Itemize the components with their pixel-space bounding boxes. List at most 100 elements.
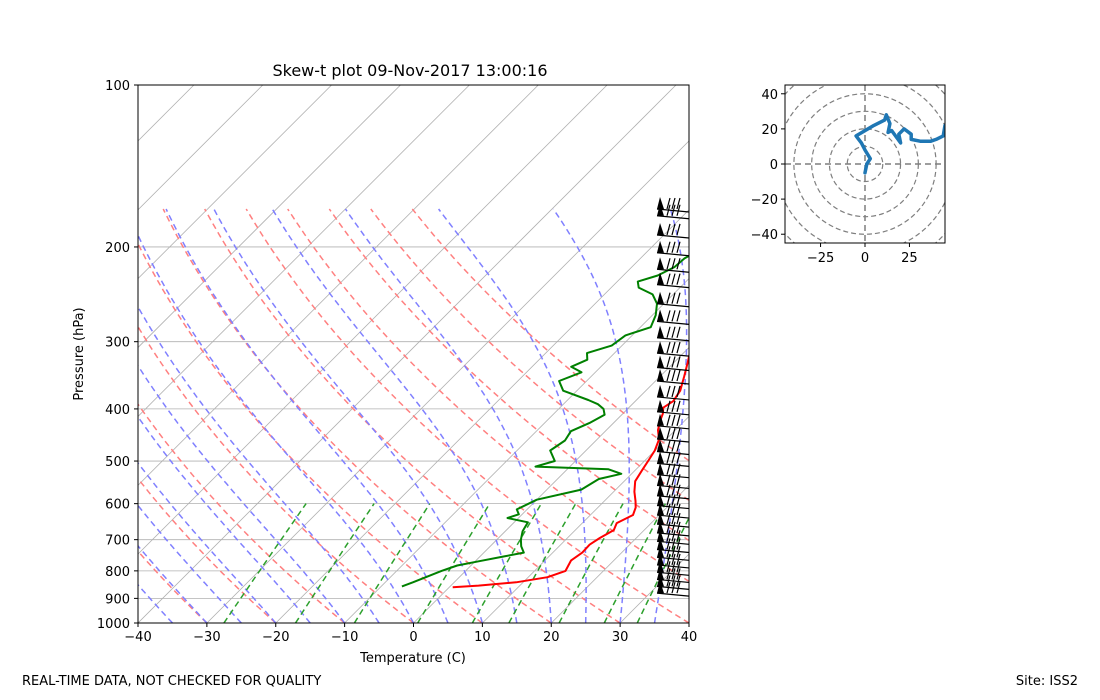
- wind-barb-staff: [656, 450, 690, 456]
- isotherm-gridline: [413, 346, 689, 623]
- wind-barb-pennant: [657, 413, 664, 426]
- wind-barb-feather: [666, 581, 671, 594]
- y-tick-label: 800: [105, 565, 130, 580]
- wind-barb-staff: [656, 523, 690, 528]
- wind-barb-staff: [656, 396, 690, 401]
- wind-barb: [656, 503, 690, 519]
- hodo-y-tick-label: −40: [751, 228, 778, 243]
- wind-barb-pennant: [657, 545, 664, 558]
- isotherm-gridline: [619, 553, 689, 623]
- isotherm-gridline: [138, 85, 539, 486]
- dry-adiabat-line: [411, 208, 689, 462]
- wind-barb-feather: [671, 463, 676, 475]
- wind-barb-staff: [656, 504, 690, 510]
- hodo-y-tick-label: 20: [761, 123, 778, 138]
- wind-barb-feather: [666, 326, 671, 338]
- wind-barb-feather: [671, 553, 676, 566]
- wind-barb-feather: [671, 223, 676, 236]
- wind-barb: [656, 581, 690, 597]
- wind-barb-feather: [671, 452, 676, 464]
- moist-adiabat-line: [438, 208, 587, 623]
- mixing-ratio-line: [417, 503, 491, 623]
- wind-barb-feather: [676, 197, 681, 210]
- wind-barb-staff: [656, 592, 690, 597]
- wind-barb-feather: [666, 553, 671, 566]
- wind-barb-feather: [666, 561, 671, 573]
- wind-barb-feather: [671, 512, 676, 525]
- x-axis-label: Temperature (C): [359, 651, 466, 666]
- hodo-y-tick-label: 40: [761, 88, 778, 103]
- wind-barbs: [656, 196, 690, 597]
- wind-barb-feather: [671, 538, 676, 550]
- wind-barb-pennant: [657, 325, 664, 338]
- wind-barb-pennant: [657, 520, 664, 533]
- y-tick-label: 900: [105, 592, 130, 607]
- wind-barb-feather: [671, 341, 676, 354]
- wind-barb-pennant: [657, 222, 664, 235]
- isotherm-gridline: [138, 85, 195, 142]
- wind-barb-feather: [666, 414, 671, 426]
- wind-barb-feather: [676, 223, 681, 236]
- hodo-x-tick-label: 0: [861, 251, 869, 266]
- isotherm-gridline: [138, 85, 677, 623]
- dewpoint-profile-line: [401, 254, 689, 588]
- wind-barb-staff: [656, 380, 690, 385]
- wind-barb-feather: [666, 484, 671, 496]
- wind-barb-feather: [666, 273, 671, 285]
- wind-barb-feather: [676, 575, 681, 587]
- wind-barb-pennant: [657, 581, 664, 594]
- wind-barb-feather: [671, 568, 676, 580]
- wind-barb-feather: [666, 568, 671, 580]
- wind-barb-feather: [666, 197, 671, 210]
- isotherm-gridline: [138, 85, 470, 417]
- wind-barb: [656, 512, 690, 528]
- wind-barb-feather: [666, 463, 671, 475]
- wind-barb-pennant: [657, 483, 664, 496]
- wind-barb-feather: [676, 273, 681, 285]
- isotherm-gridline: [758, 85, 1100, 623]
- wind-barb: [656, 399, 690, 416]
- moist-adiabat-line: [138, 544, 208, 623]
- mixing-ratio-line: [636, 516, 689, 623]
- x-tick-label: −10: [331, 630, 358, 645]
- wind-barb-feather: [671, 204, 676, 216]
- y-tick-label: 600: [105, 498, 130, 513]
- wind-barb-pennant: [657, 503, 664, 516]
- wind-barb-feather: [676, 463, 681, 475]
- wind-barb: [656, 462, 690, 479]
- wind-barb-staff: [656, 215, 690, 220]
- dry-adiabat-line: [328, 208, 689, 542]
- wind-barb-feather: [666, 530, 671, 542]
- wind-barb-staff: [656, 252, 690, 257]
- wind-barb-pennant: [657, 552, 664, 565]
- wind-barb-feather: [676, 414, 681, 426]
- wind-barb-feather: [666, 538, 671, 550]
- moist-adiabat-line: [344, 208, 553, 623]
- wind-barb: [656, 560, 690, 576]
- wind-barb-feather: [671, 292, 676, 304]
- isotherm-gridline: [138, 85, 401, 349]
- wind-barb-feather: [671, 521, 676, 534]
- wind-barb-feather: [676, 440, 681, 452]
- wind-barb-feather: [676, 538, 681, 550]
- wind-barb: [656, 483, 690, 500]
- wind-barb-pennant: [657, 462, 664, 475]
- x-tick-label: −40: [124, 630, 151, 645]
- wind-barb-feather: [666, 474, 671, 486]
- wind-barb-feather: [671, 414, 676, 426]
- wind-barb-feather: [676, 561, 681, 573]
- wind-barb-feather: [671, 484, 676, 496]
- wind-barb-pennant: [657, 567, 664, 580]
- wind-barb-feather: [676, 400, 681, 412]
- chart-title: Skew-t plot 09-Nov-2017 13:00:16: [272, 61, 547, 80]
- wind-barb-feather: [676, 326, 681, 338]
- isotherm-gridline: [688, 622, 689, 623]
- wind-barb-feather: [676, 369, 681, 382]
- wind-barb-staff: [656, 532, 690, 537]
- y-axis-label: Pressure (hPa): [72, 307, 87, 400]
- hodograph-trace: [854, 113, 945, 175]
- skewt-chart: Skew-t plot 09-Nov-2017 13:00:16 −40 −30 −…: [72, 61, 1100, 666]
- wind-barb-pennant: [657, 529, 664, 542]
- wind-barb: [656, 257, 690, 273]
